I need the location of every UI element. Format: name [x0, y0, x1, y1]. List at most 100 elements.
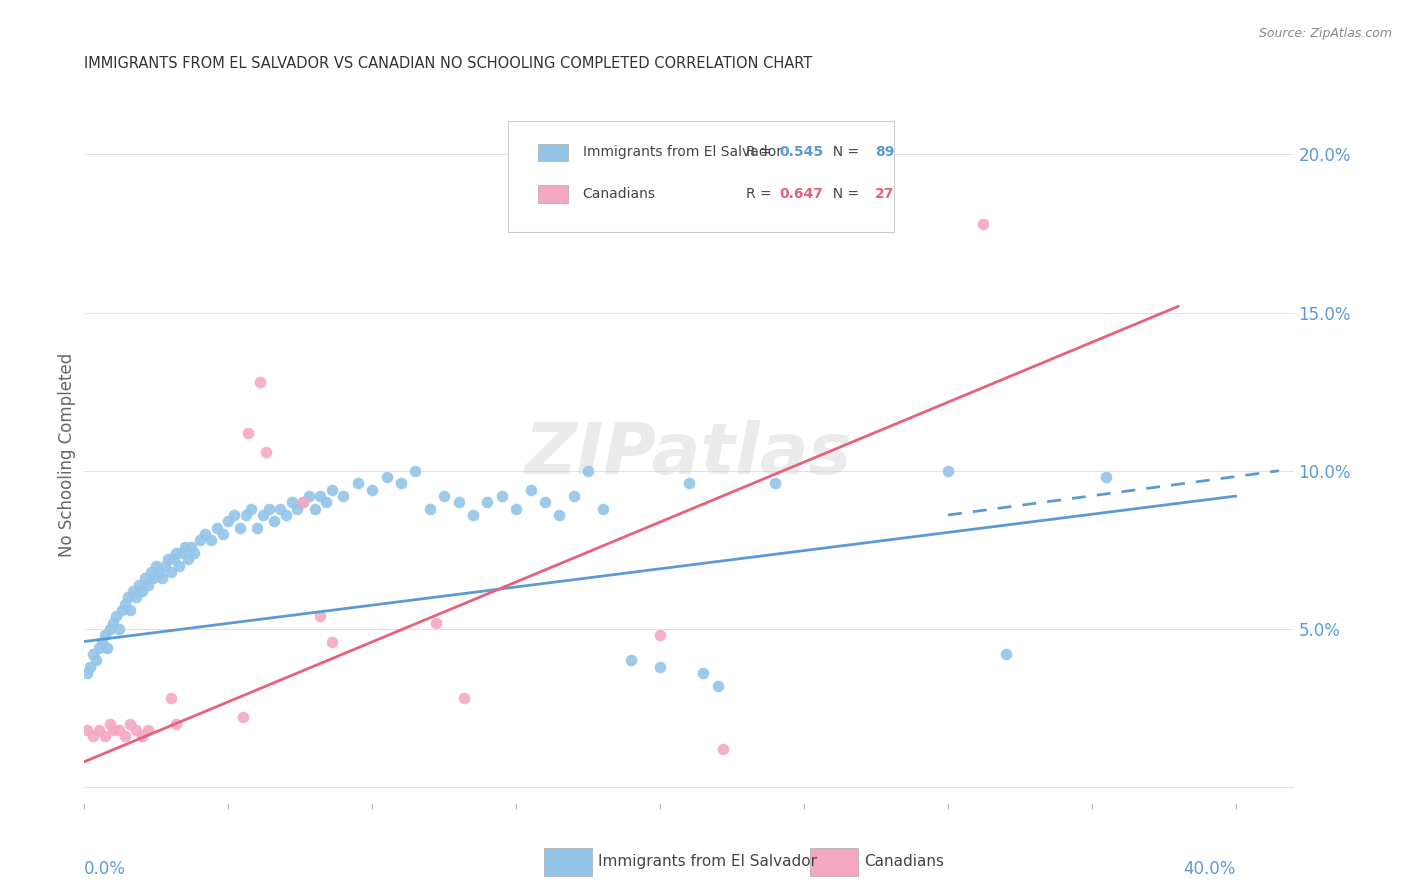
Point	[98, 716, 121, 731]
Point	[321, 634, 343, 648]
Point	[347, 476, 370, 491]
Point	[98, 622, 121, 636]
Point	[505, 501, 527, 516]
Point	[650, 628, 672, 642]
Point	[321, 483, 343, 497]
Point	[491, 489, 513, 503]
Point	[620, 653, 643, 667]
Point	[332, 489, 354, 503]
Point	[172, 546, 194, 560]
Point	[79, 660, 101, 674]
Point	[166, 546, 188, 560]
Point	[229, 521, 252, 535]
Point	[292, 495, 315, 509]
Point	[90, 634, 112, 648]
Point	[592, 501, 614, 516]
Point	[156, 552, 179, 566]
FancyBboxPatch shape	[538, 144, 568, 161]
Point	[139, 565, 162, 579]
Point	[188, 533, 211, 548]
Point	[257, 501, 280, 516]
Point	[309, 609, 332, 624]
Point	[159, 691, 181, 706]
FancyBboxPatch shape	[544, 848, 592, 876]
Point	[174, 540, 197, 554]
Point	[994, 647, 1017, 661]
Point	[280, 495, 302, 509]
Point	[240, 501, 263, 516]
Point	[114, 597, 136, 611]
Text: Source: ZipAtlas.com: Source: ZipAtlas.com	[1258, 27, 1392, 40]
Point	[292, 495, 315, 509]
Point	[96, 640, 118, 655]
Point	[315, 495, 337, 509]
Point	[246, 521, 269, 535]
Point	[232, 710, 254, 724]
Text: 0.647: 0.647	[780, 187, 824, 201]
Point	[576, 464, 599, 478]
Point	[389, 476, 412, 491]
Text: R =: R =	[745, 187, 776, 201]
Text: ZIPatlas: ZIPatlas	[526, 420, 852, 490]
Point	[131, 730, 153, 744]
Point	[211, 527, 233, 541]
Point	[534, 495, 557, 509]
Text: N =: N =	[824, 187, 863, 201]
Point	[122, 583, 145, 598]
Text: IMMIGRANTS FROM EL SALVADOR VS CANADIAN NO SCHOOLING COMPLETED CORRELATION CHART: IMMIGRANTS FROM EL SALVADOR VS CANADIAN …	[84, 56, 813, 71]
Point	[433, 489, 456, 503]
Point	[706, 679, 728, 693]
Point	[183, 546, 205, 560]
Text: 27: 27	[875, 187, 894, 201]
Point	[76, 666, 98, 681]
Point	[153, 558, 176, 573]
Point	[254, 444, 277, 458]
Point	[125, 723, 148, 737]
Point	[447, 495, 470, 509]
Point	[120, 603, 142, 617]
Point	[142, 571, 165, 585]
Point	[361, 483, 384, 497]
Point	[304, 501, 326, 516]
FancyBboxPatch shape	[508, 121, 894, 232]
Point	[713, 742, 735, 756]
Point	[131, 583, 153, 598]
Text: 0.0%: 0.0%	[84, 860, 127, 878]
Point	[101, 615, 124, 630]
Point	[93, 730, 115, 744]
Point	[419, 501, 441, 516]
Point	[235, 508, 257, 522]
Point	[128, 577, 150, 591]
Point	[548, 508, 571, 522]
Point	[309, 489, 332, 503]
Point	[169, 558, 191, 573]
Point	[252, 508, 274, 522]
Text: 40.0%: 40.0%	[1184, 860, 1236, 878]
Point	[269, 501, 291, 516]
Text: N =: N =	[824, 145, 863, 160]
Point	[287, 501, 309, 516]
Point	[274, 508, 297, 522]
Point	[222, 508, 245, 522]
Point	[84, 653, 107, 667]
Point	[425, 615, 447, 630]
Point	[200, 533, 222, 548]
Point	[108, 622, 131, 636]
Point	[136, 723, 159, 737]
Point	[136, 577, 159, 591]
Point	[108, 723, 131, 737]
Point	[936, 464, 959, 478]
Point	[87, 640, 110, 655]
Point	[972, 217, 994, 231]
Point	[1095, 470, 1118, 484]
Point	[76, 723, 98, 737]
Point	[180, 540, 202, 554]
Point	[650, 660, 672, 674]
Point	[763, 476, 786, 491]
Point	[162, 552, 184, 566]
Text: Immigrants from El Salvador: Immigrants from El Salvador	[582, 145, 782, 160]
Y-axis label: No Schooling Completed: No Schooling Completed	[58, 353, 76, 557]
Point	[159, 565, 181, 579]
Point	[150, 571, 173, 585]
Point	[263, 514, 285, 528]
